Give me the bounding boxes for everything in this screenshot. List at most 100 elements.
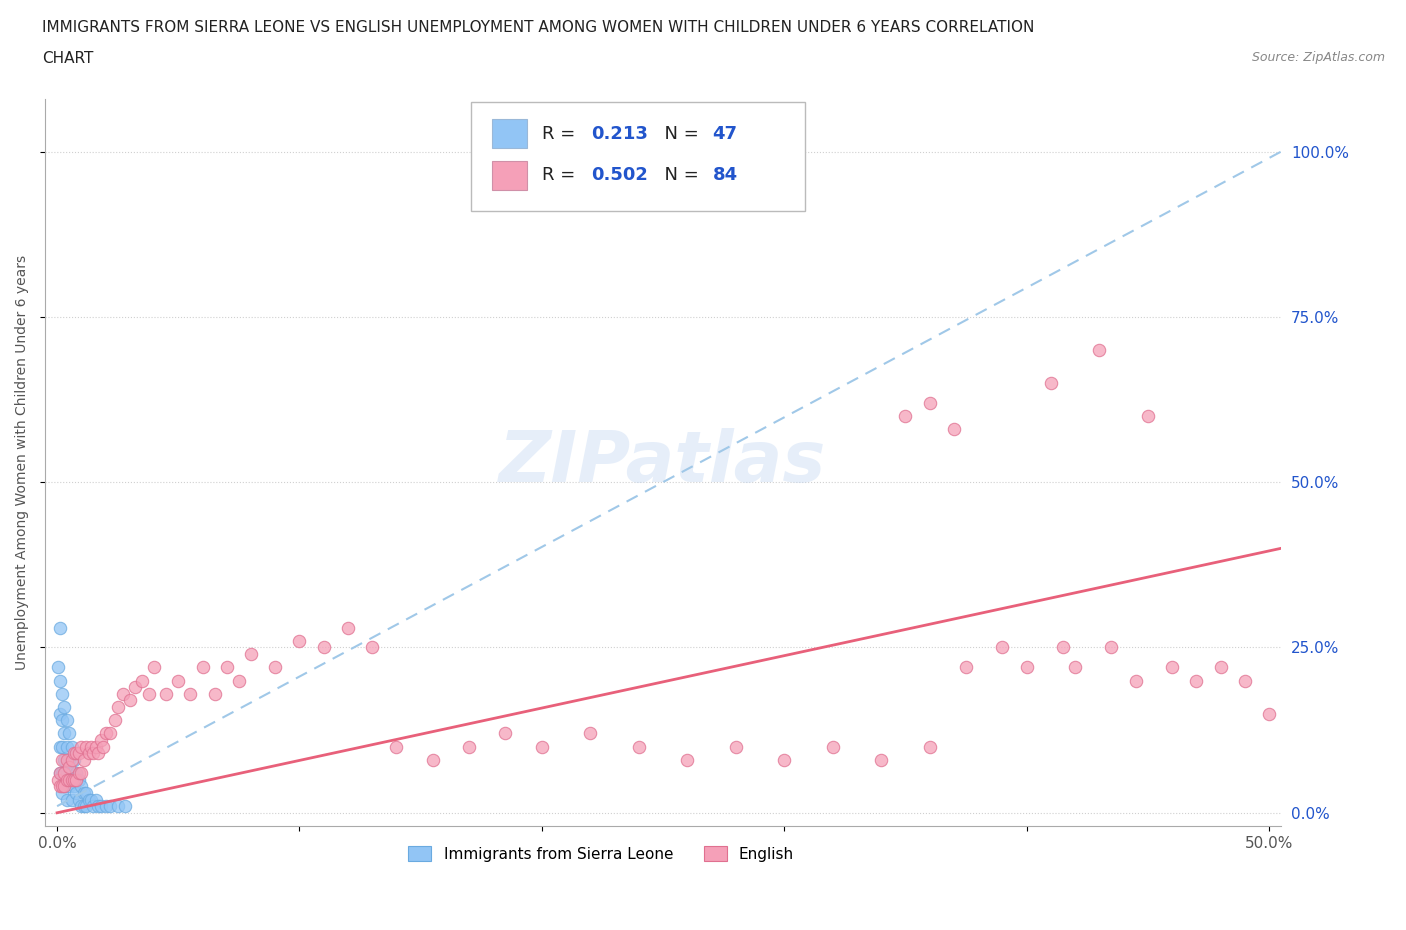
Point <box>67 746 90 761</box>
Point <box>48 765 70 780</box>
Point <box>90 733 112 748</box>
Point <box>288 633 311 648</box>
Point <box>458 739 481 754</box>
Point <box>1258 706 1281 721</box>
Point <box>70 765 93 780</box>
Point <box>114 799 136 814</box>
Point <box>56 772 79 787</box>
Point <box>422 752 444 767</box>
Point <box>65 786 87 801</box>
Point <box>894 408 917 423</box>
Point <box>84 792 107 807</box>
Point <box>77 792 100 807</box>
Point <box>1185 673 1208 688</box>
Point <box>918 395 941 410</box>
Point <box>67 765 90 780</box>
Point <box>228 673 250 688</box>
Point <box>53 779 76 794</box>
Point <box>90 799 112 814</box>
Point <box>56 752 79 767</box>
Point <box>918 739 941 754</box>
Point <box>48 779 70 794</box>
Text: N =: N = <box>654 125 704 142</box>
Point <box>87 799 110 814</box>
Point <box>53 779 76 794</box>
Point <box>53 726 76 741</box>
Text: IMMIGRANTS FROM SIERRA LEONE VS ENGLISH UNEMPLOYMENT AMONG WOMEN WITH CHILDREN U: IMMIGRANTS FROM SIERRA LEONE VS ENGLISH … <box>42 20 1035 35</box>
Text: N =: N = <box>654 166 704 184</box>
Point <box>1039 376 1062 391</box>
Point <box>46 660 69 675</box>
Point <box>336 620 359 635</box>
Text: R =: R = <box>541 166 581 184</box>
Point <box>724 739 747 754</box>
Point <box>53 765 76 780</box>
Point <box>870 752 893 767</box>
Point <box>58 752 80 767</box>
Text: ZIPatlas: ZIPatlas <box>499 428 827 497</box>
Point <box>100 726 122 741</box>
Point <box>991 640 1014 655</box>
Point <box>264 660 287 675</box>
Point <box>70 779 93 794</box>
Point <box>75 786 97 801</box>
Point <box>87 746 110 761</box>
Point <box>82 746 104 761</box>
Point <box>1052 640 1074 655</box>
Point <box>312 640 335 655</box>
Point <box>48 620 70 635</box>
Point <box>1064 660 1087 675</box>
Point <box>56 712 79 727</box>
Point <box>1099 640 1122 655</box>
Text: R =: R = <box>541 125 581 142</box>
Point <box>65 772 87 787</box>
Point <box>67 772 90 787</box>
Point <box>75 739 97 754</box>
Point <box>1161 660 1184 675</box>
Point <box>955 660 977 675</box>
Point <box>51 686 73 701</box>
Point <box>65 746 87 761</box>
FancyBboxPatch shape <box>492 161 527 190</box>
Point <box>70 799 93 814</box>
Point <box>100 799 122 814</box>
Point <box>60 772 83 787</box>
Point <box>1136 408 1159 423</box>
Point <box>58 726 80 741</box>
Point <box>167 673 190 688</box>
Point <box>70 739 93 754</box>
Point <box>48 673 70 688</box>
Point <box>60 752 83 767</box>
Point <box>77 746 100 761</box>
Y-axis label: Unemployment Among Women with Children Under 6 years: Unemployment Among Women with Children U… <box>15 255 30 670</box>
Point <box>155 686 177 701</box>
FancyBboxPatch shape <box>492 119 527 148</box>
Text: 84: 84 <box>713 166 738 184</box>
Point <box>191 660 214 675</box>
Point <box>80 739 103 754</box>
Point <box>530 739 553 754</box>
Point <box>94 726 117 741</box>
Point <box>821 739 844 754</box>
Point <box>385 739 408 754</box>
Point <box>60 765 83 780</box>
Point <box>1015 660 1038 675</box>
Point <box>138 686 160 701</box>
Point <box>73 752 96 767</box>
Point <box>84 739 107 754</box>
Point <box>56 792 79 807</box>
FancyBboxPatch shape <box>471 102 806 211</box>
Point <box>51 765 73 780</box>
Point <box>124 680 146 695</box>
Text: 0.502: 0.502 <box>592 166 648 184</box>
Point <box>1209 660 1232 675</box>
Point <box>48 706 70 721</box>
Point <box>1125 673 1147 688</box>
Point <box>1233 673 1256 688</box>
Point <box>111 686 134 701</box>
Text: 47: 47 <box>713 125 738 142</box>
Point <box>942 422 965 437</box>
Point <box>73 799 96 814</box>
Point <box>63 752 86 767</box>
Point <box>51 712 73 727</box>
